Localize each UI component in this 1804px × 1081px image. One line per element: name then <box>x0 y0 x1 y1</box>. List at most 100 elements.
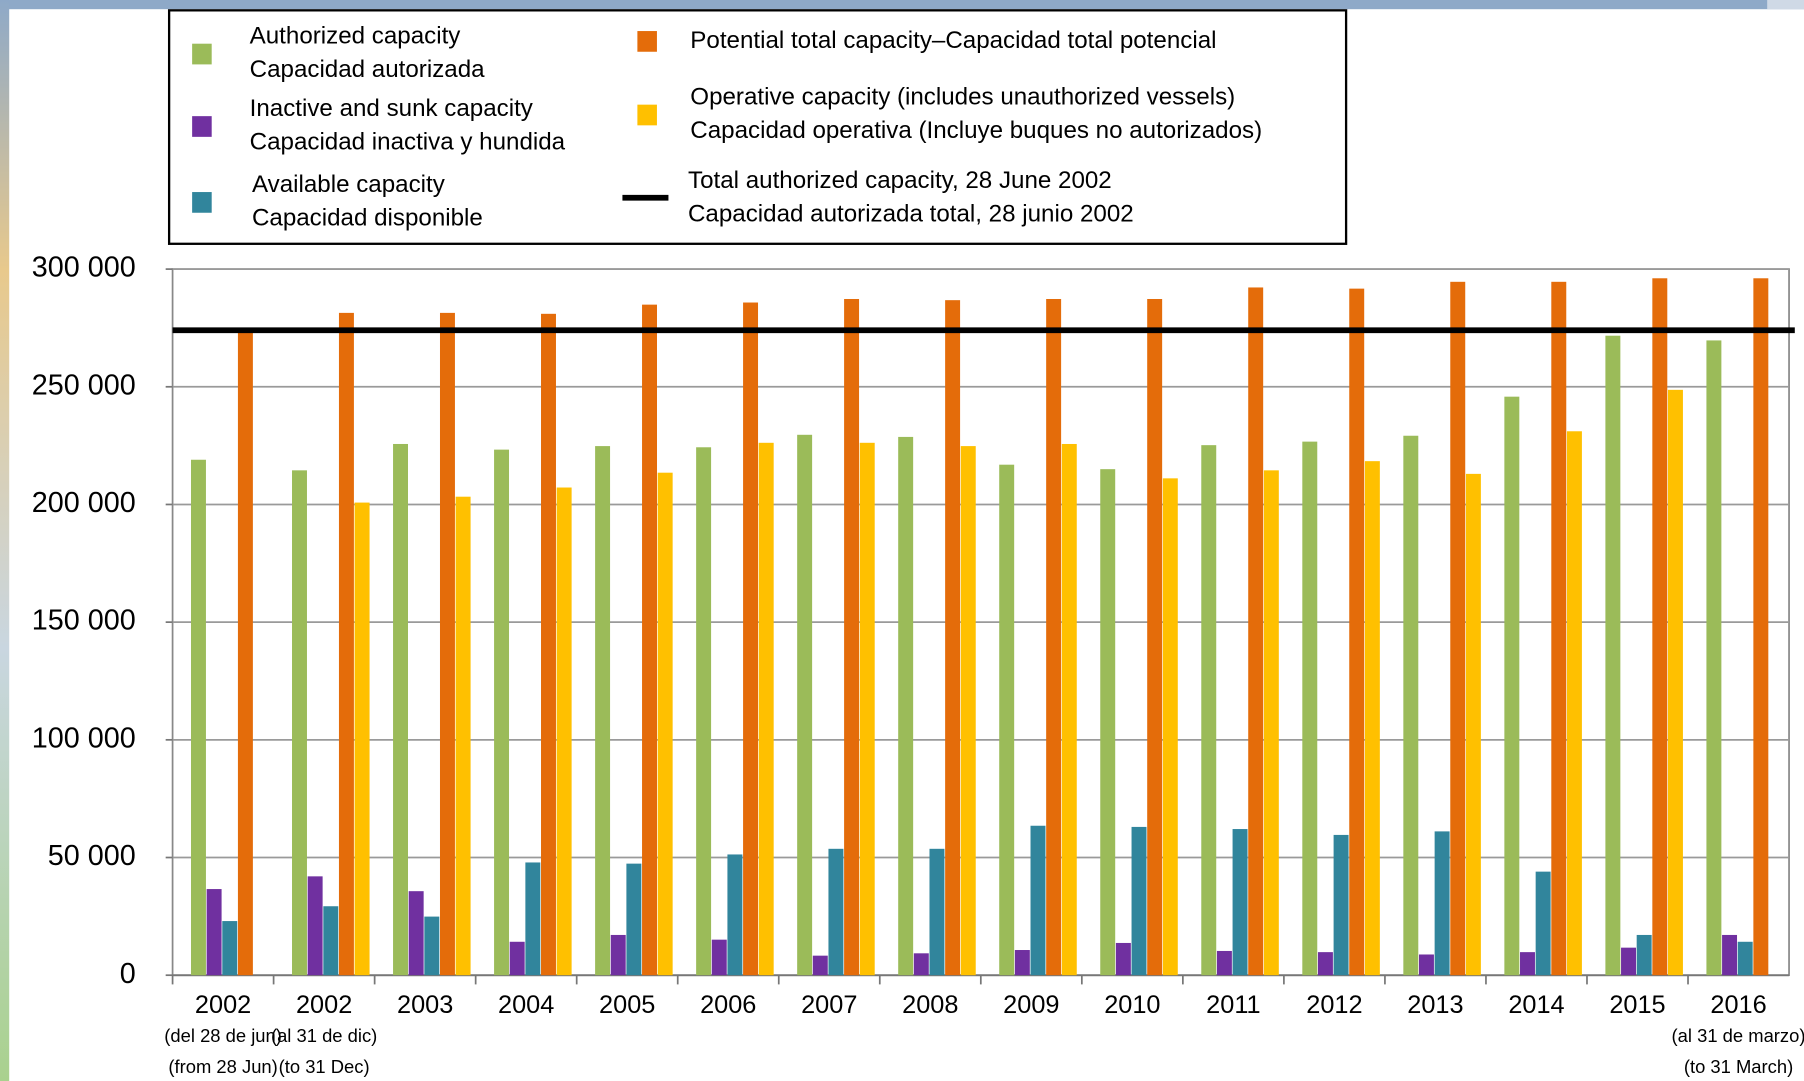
bar <box>323 906 339 976</box>
bar <box>1115 942 1131 976</box>
legend-label: Total authorized capacity, 28 June 2002 <box>688 167 1112 194</box>
bar <box>237 332 253 976</box>
legend-label: Operative capacity (includes unauthorize… <box>690 84 1235 111</box>
bar <box>1147 298 1163 976</box>
bar <box>1403 435 1419 976</box>
bar <box>812 955 828 976</box>
bar <box>1302 441 1318 976</box>
bar <box>455 496 471 976</box>
bar <box>439 312 455 976</box>
y-tick-label: 150 000 <box>32 605 136 637</box>
bar <box>1621 947 1636 976</box>
x-tick-label: 2016 <box>1710 991 1766 1019</box>
top-band <box>0 0 1804 10</box>
bar <box>1232 829 1248 976</box>
x-tick-note: (from 28 Jun) <box>168 1056 277 1077</box>
legend-label: Capacidad autorizada <box>250 56 485 83</box>
x-tick-label: 2004 <box>498 991 554 1019</box>
bar <box>1737 941 1753 976</box>
bar <box>222 921 238 976</box>
legend-label: Capacidad disponible <box>252 204 483 231</box>
bar <box>424 916 440 976</box>
legend-swatch <box>637 31 657 52</box>
x-tick-label: 2012 <box>1306 991 1362 1019</box>
bar <box>1418 954 1434 976</box>
bar <box>1046 298 1062 976</box>
x-tick-label: 2014 <box>1508 991 1564 1019</box>
bar <box>556 487 572 976</box>
bar <box>711 939 727 976</box>
legend-swatch <box>192 116 212 137</box>
bar <box>1605 335 1621 976</box>
legend-label: Inactive and sunk capacity <box>250 95 534 122</box>
bar <box>1520 952 1535 976</box>
bar <box>1450 281 1466 976</box>
bar <box>292 470 307 976</box>
x-tick-label: 2007 <box>801 991 857 1019</box>
bar <box>727 854 743 976</box>
bar <box>494 449 510 976</box>
bar <box>393 443 408 976</box>
bar <box>1263 470 1279 976</box>
bar <box>929 848 945 976</box>
bar <box>206 889 222 976</box>
bar <box>541 313 556 976</box>
bar <box>1131 826 1147 976</box>
bar <box>626 863 642 976</box>
x-tick-label: 2005 <box>599 991 655 1019</box>
legend-swatch <box>192 43 212 65</box>
y-tick-label: 300 000 <box>32 252 136 284</box>
bar <box>525 862 541 976</box>
x-tick-note: (al 31 de marzo) <box>1672 1025 1804 1046</box>
bar <box>743 302 759 976</box>
bar <box>1100 469 1116 976</box>
bar <box>1333 834 1349 976</box>
x-tick-label: 2009 <box>1003 991 1059 1019</box>
bar <box>354 502 370 976</box>
bar <box>1551 281 1567 976</box>
bar <box>913 953 929 976</box>
x-tick-note: (to 31 March) <box>1684 1056 1793 1077</box>
x-tick-label: 2002 <box>296 991 352 1019</box>
bar <box>898 436 914 976</box>
x-tick-label: 2013 <box>1407 991 1463 1019</box>
bar <box>1201 445 1217 976</box>
bar <box>1465 473 1481 976</box>
bar <box>1652 278 1668 976</box>
bar <box>408 891 424 976</box>
legend-swatch <box>637 104 657 126</box>
bar <box>1364 461 1380 976</box>
bar <box>1162 478 1178 976</box>
bar <box>610 934 626 976</box>
legend-label: Capacidad operativa (Incluye buques no a… <box>690 117 1262 144</box>
bar <box>307 876 323 976</box>
y-tick-label: 50 000 <box>48 840 136 872</box>
bar <box>1317 952 1333 976</box>
bar <box>1248 287 1264 976</box>
bar <box>945 300 961 976</box>
bar <box>1434 831 1450 976</box>
bar <box>758 442 774 976</box>
bar <box>1061 443 1077 976</box>
bar <box>1566 431 1582 976</box>
legend <box>167 9 1348 245</box>
y-tick-label: 250 000 <box>32 369 136 401</box>
legend-swatch <box>192 192 212 213</box>
x-tick-label: 2015 <box>1609 991 1665 1019</box>
bar <box>1349 288 1365 976</box>
bar <box>1722 934 1738 976</box>
x-tick-label: 2003 <box>397 991 453 1019</box>
bar <box>999 464 1015 976</box>
y-tick-label: 0 <box>120 958 136 990</box>
legend-label: Available capacity <box>252 171 446 198</box>
x-tick-label: 2008 <box>902 991 958 1019</box>
bar <box>1706 340 1722 976</box>
bar <box>657 472 673 976</box>
bar <box>1636 934 1652 976</box>
bar <box>828 848 844 976</box>
bar <box>859 442 875 976</box>
bar <box>190 459 206 976</box>
bar <box>509 941 525 976</box>
bar <box>696 447 712 976</box>
